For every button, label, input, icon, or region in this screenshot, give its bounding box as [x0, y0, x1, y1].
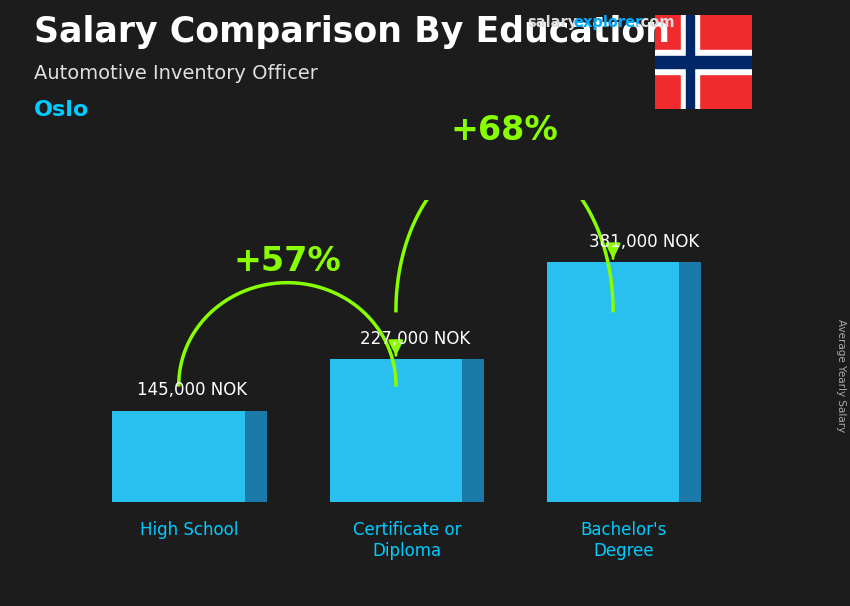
Bar	[654, 50, 752, 74]
Bar	[547, 262, 679, 502]
Bar	[686, 15, 694, 109]
Text: Average Yearly Salary: Average Yearly Salary	[836, 319, 846, 432]
Bar	[112, 411, 245, 502]
Text: Salary Comparison By Education: Salary Comparison By Education	[34, 15, 670, 49]
Text: salary: salary	[527, 15, 577, 30]
Text: Bachelor's
Degree: Bachelor's Degree	[581, 521, 667, 559]
Bar	[654, 56, 752, 68]
Polygon shape	[462, 359, 484, 502]
Text: .com: .com	[636, 15, 675, 30]
Bar	[681, 15, 699, 109]
Text: Oslo: Oslo	[34, 100, 89, 120]
Bar	[330, 359, 462, 502]
Text: +68%: +68%	[450, 114, 558, 147]
Polygon shape	[245, 411, 267, 502]
Text: High School: High School	[140, 521, 239, 539]
Text: 145,000 NOK: 145,000 NOK	[137, 381, 246, 399]
Text: Automotive Inventory Officer: Automotive Inventory Officer	[34, 64, 318, 82]
Text: Certificate or
Diploma: Certificate or Diploma	[353, 521, 461, 559]
Text: +57%: +57%	[234, 245, 341, 278]
Text: 227,000 NOK: 227,000 NOK	[360, 330, 470, 348]
Text: 381,000 NOK: 381,000 NOK	[589, 233, 700, 251]
Polygon shape	[679, 262, 701, 502]
Text: explorer: explorer	[574, 15, 643, 30]
